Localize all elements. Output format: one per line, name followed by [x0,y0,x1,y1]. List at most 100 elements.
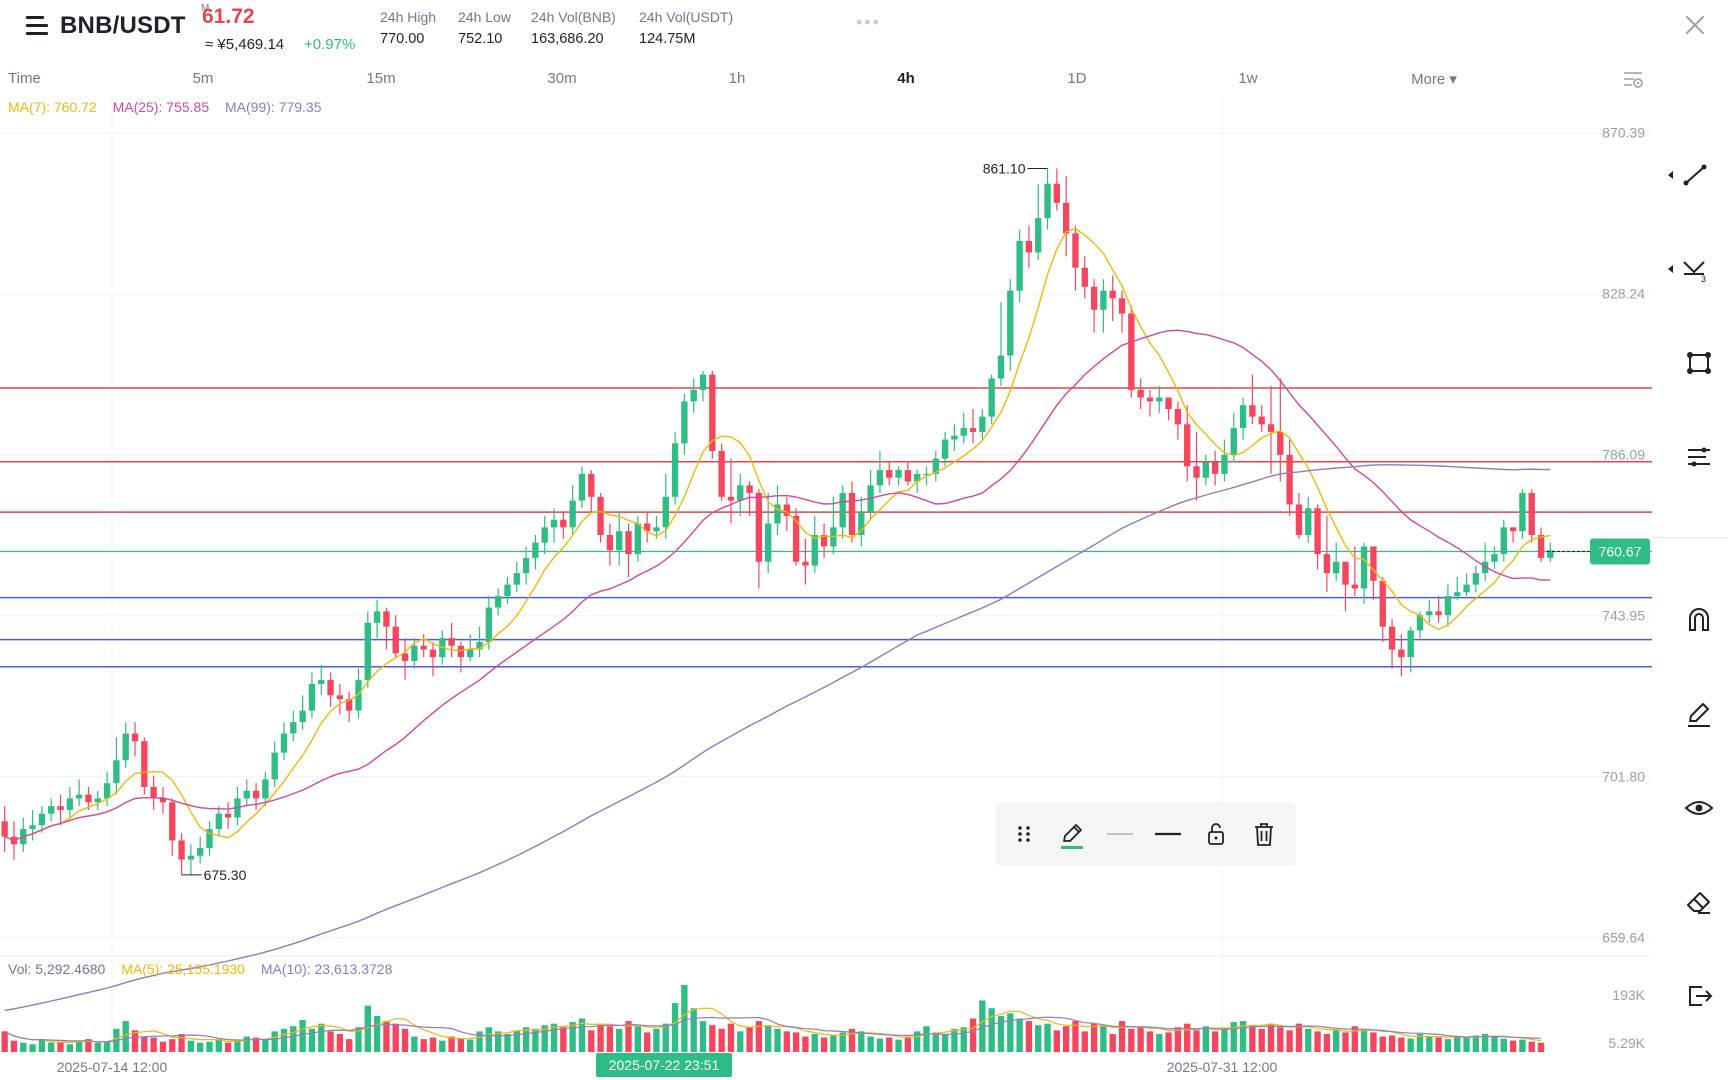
drag-handle-icon[interactable] [1008,818,1040,850]
parallel-lines-icon[interactable] [1682,440,1716,474]
more-dots-icon[interactable]: ••• [856,12,881,32]
menu-icon[interactable] [26,16,48,36]
candle-body [858,512,865,535]
volume-bar [206,1041,213,1052]
volume-bar [1137,1026,1144,1052]
candle [578,466,586,509]
tab-more[interactable]: More ▾ [1411,71,1457,88]
chart-settings-icon[interactable] [1622,68,1644,90]
volume-bar [1062,1026,1070,1052]
trendline-icon[interactable] [1666,158,1716,192]
volume-bar [1463,1037,1470,1052]
candle [718,443,725,501]
candle [243,779,250,807]
candle-body [448,638,455,646]
volume-bar [569,1022,576,1052]
candle-body [1053,183,1061,203]
candle-body [1351,584,1358,589]
lock-icon[interactable] [1200,818,1232,850]
candle [504,577,511,604]
pair-title[interactable]: BNB/USDT [60,12,186,39]
tab-1d[interactable]: 1D [1067,70,1087,87]
volume-bar [290,1026,297,1052]
candle [1472,565,1480,593]
candle-body [1016,241,1023,291]
tab-1w[interactable]: 1w [1238,70,1258,87]
candle [159,787,167,814]
candle-body [746,485,753,493]
tab-5m[interactable]: 5m [192,70,214,87]
candle-body [616,531,623,551]
candle-body [94,798,101,803]
thin-line-icon[interactable] [1104,818,1136,850]
candle-body [1,821,8,837]
eraser-icon[interactable] [1682,885,1716,919]
candle-body [737,485,744,501]
volume-bar [1398,1037,1405,1052]
stat-24h-vol-usdt: 24h Vol(USDT) 124.75M [639,9,733,47]
volume-bar [383,1021,390,1052]
volume-bar [131,1030,139,1052]
volume-bar [1118,1021,1126,1052]
candle-body [1202,462,1209,478]
candle-body [1323,554,1331,574]
candle-body [224,813,232,818]
candle [755,489,763,589]
candle-body [1388,626,1396,650]
volume-bar [1407,1038,1414,1052]
volume-bar [1333,1030,1340,1052]
candle [234,787,241,826]
volume-bar [318,1023,325,1052]
rectangle-icon[interactable] [1682,346,1716,380]
volume-bar [718,1028,725,1052]
candle [1044,168,1051,230]
volume-bar [476,1031,483,1052]
fib-icon[interactable]: 3 [1666,252,1716,286]
candle [1025,225,1033,268]
volume-bar [336,1033,344,1052]
volume-bar [299,1020,306,1052]
pen-icon[interactable] [1682,697,1716,731]
candle [392,615,399,658]
candle [671,431,679,505]
exit-icon[interactable] [1682,979,1716,1013]
tab-30m[interactable]: 30m [547,70,577,87]
tab-4h[interactable]: 4h [897,70,915,87]
candle-body [541,527,548,543]
volume-bar [1426,1036,1433,1052]
candle [979,409,986,440]
volume-axis-label: 193K [1612,987,1645,1003]
candle-body [1360,546,1368,589]
candle-body [792,515,800,562]
pencil-icon[interactable] [1056,818,1088,850]
volume-bar [448,1036,455,1052]
high-marker-label: 861.10 [983,160,1026,176]
candle [373,599,381,639]
magnet-icon[interactable] [1682,603,1716,637]
candle-body [588,473,595,497]
volume-bar [1491,1036,1498,1052]
candle-body [774,504,781,524]
candle [494,588,502,616]
tab-15m[interactable]: 15m [366,70,396,87]
candle-body [1137,389,1144,398]
thick-line-icon[interactable] [1152,818,1184,850]
volume-bar [1286,1030,1293,1052]
close-icon[interactable] [1682,12,1708,38]
volume-bar [820,1037,828,1052]
tab-1h[interactable]: 1h [728,70,746,87]
volume-bar [988,1008,995,1052]
candle-body [532,542,539,558]
candle-body [1146,397,1154,402]
candle-body [1174,409,1182,425]
candle-body [429,649,437,658]
candle [187,844,195,875]
price-chart[interactable]: 870.39 828.24 786.09 743.95 701.80 659.64 861.… [0,95,1652,1080]
volume-bar [197,1042,204,1052]
trash-icon[interactable] [1248,818,1280,850]
tab-time[interactable]: Time [8,70,41,87]
candle-body [1286,454,1293,505]
eye-icon[interactable] [1682,791,1716,825]
candle [1481,542,1489,581]
candle-body [85,794,92,803]
